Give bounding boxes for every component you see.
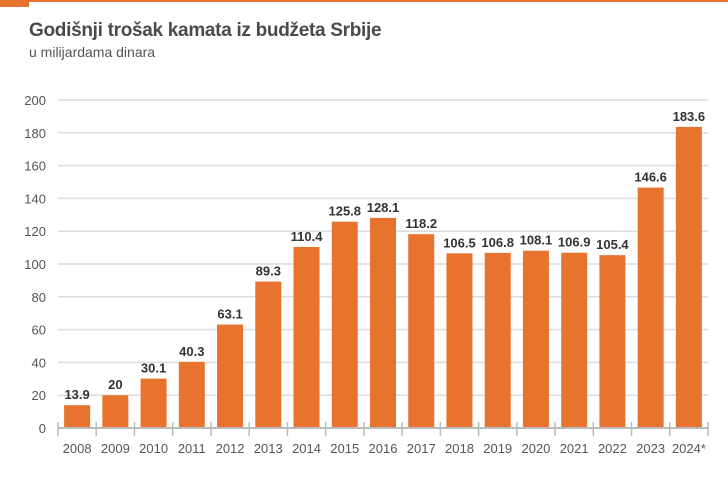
- bar: [64, 405, 91, 428]
- x-tick-label: 2018: [445, 441, 474, 456]
- x-tick-label: 2014: [292, 441, 321, 456]
- data-label: 13.9: [64, 387, 89, 402]
- top-accent-line: [0, 0, 728, 2]
- data-label: 63.1: [217, 307, 242, 322]
- data-label: 106.9: [558, 235, 591, 250]
- data-label: 106.5: [443, 235, 476, 250]
- bar: [446, 253, 473, 428]
- y-tick-label: 200: [24, 93, 46, 108]
- data-label: 110.4: [291, 229, 324, 244]
- x-tick-label: 2012: [216, 441, 245, 456]
- bar: [522, 250, 549, 428]
- bar: [255, 281, 282, 428]
- data-label: 89.3: [256, 264, 281, 279]
- top-accent-block: [0, 2, 29, 7]
- x-tick-label: 2022: [598, 441, 627, 456]
- y-tick-label: 140: [24, 191, 46, 206]
- y-tick-label: 180: [24, 126, 46, 141]
- y-tick-label: 120: [24, 224, 46, 239]
- bar: [675, 126, 702, 429]
- y-tick-label: 60: [32, 323, 46, 338]
- x-tick-label: 2021: [560, 441, 589, 456]
- x-tick-label: 2019: [483, 441, 512, 456]
- x-tick-label: 2017: [407, 441, 436, 456]
- y-tick-label: 0: [39, 421, 46, 436]
- bar: [637, 187, 664, 428]
- data-label: 106.8: [481, 235, 514, 250]
- data-label: 125.8: [328, 204, 361, 219]
- data-label: 108.1: [520, 233, 553, 248]
- bar: [408, 234, 435, 428]
- bar: [561, 252, 588, 428]
- y-tick-label: 100: [24, 257, 46, 272]
- x-tick-label: 2015: [330, 441, 359, 456]
- x-tick-label: 2020: [521, 441, 550, 456]
- data-label: 128.1: [367, 200, 400, 215]
- bar: [370, 217, 396, 428]
- y-tick-label: 20: [32, 388, 46, 403]
- chart-subtitle: u milijardama dinara: [29, 44, 156, 60]
- chart-title: Godišnji trošak kamata iz budžeta Srbije: [29, 20, 382, 41]
- bar: [140, 378, 167, 428]
- data-label: 30.1: [141, 361, 166, 376]
- bar: [331, 221, 358, 428]
- data-label: 118.2: [405, 216, 437, 231]
- x-tick-label: 2010: [139, 441, 168, 456]
- y-tick-label: 40: [32, 355, 46, 370]
- x-tick-label: 2023: [636, 441, 665, 456]
- x-tick-label: 2008: [63, 441, 92, 456]
- x-tick-label: 2016: [369, 441, 398, 456]
- bar: [178, 361, 205, 428]
- x-tick-label: 2011: [178, 441, 206, 456]
- y-tick-label: 160: [24, 159, 46, 174]
- y-tick-label: 80: [32, 290, 46, 305]
- x-tick-label: 2009: [101, 441, 130, 456]
- bar: [293, 246, 320, 428]
- bar: [484, 252, 511, 428]
- data-label: 40.3: [179, 344, 204, 359]
- data-label: 20: [108, 377, 122, 392]
- bar: [102, 395, 129, 428]
- x-tick-label: 2013: [254, 441, 283, 456]
- data-label: 146.6: [634, 170, 667, 185]
- bar: [217, 324, 244, 428]
- data-label: 183.6: [673, 109, 706, 124]
- x-tick-label: 2024*: [672, 441, 706, 456]
- data-label: 105.4: [596, 237, 629, 252]
- bar: [599, 255, 626, 428]
